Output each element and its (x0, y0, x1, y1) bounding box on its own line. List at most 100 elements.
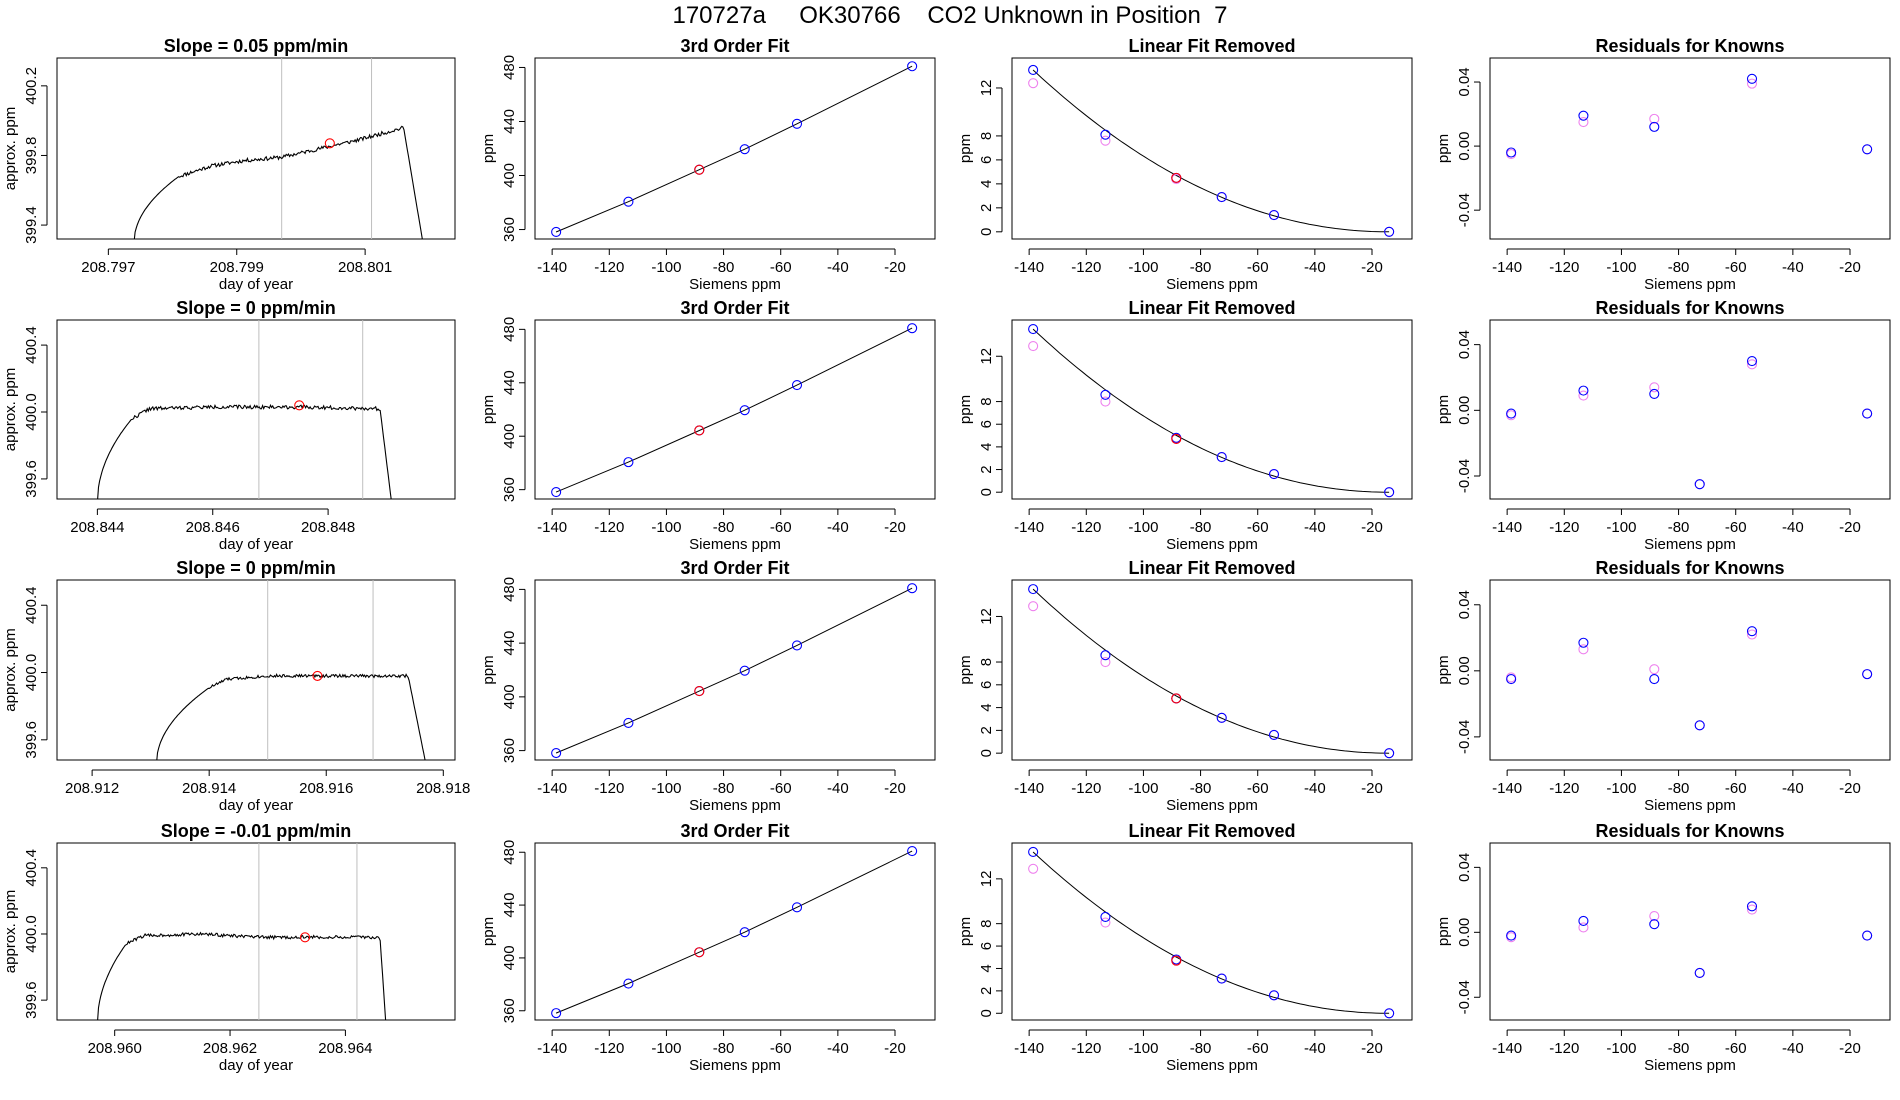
unknown-point (1171, 433, 1182, 445)
x-tick-label: -80 (713, 1040, 735, 1057)
x-tick-label: -20 (1839, 259, 1861, 276)
standard-point-blue (1028, 324, 1039, 335)
x-tick-label: -20 (1361, 780, 1383, 797)
y-axis-label: ppm (1435, 395, 1452, 424)
x-tick-label: -40 (1304, 780, 1326, 797)
residual-point-violet (1578, 117, 1589, 128)
residual-point-blue (1694, 720, 1705, 731)
panel-resid-row-4: Residuals for Knowns -140 -120 -100 -80 -60 -4… (1435, 821, 1891, 1074)
x-tick-label: -20 (1839, 780, 1861, 797)
x-tick-label: -100 (1128, 519, 1158, 536)
x-tick-label: -140 (1492, 259, 1522, 276)
y-tick-label: 12 (978, 80, 995, 97)
plot-area (1028, 584, 1395, 759)
y-tick-label: 12 (978, 608, 995, 625)
y-axis-label: approx. ppm (2, 890, 19, 973)
standard-point (623, 978, 634, 989)
standard-point-blue (1216, 191, 1227, 203)
panel-resid-row-1: Residuals for Knowns -140 -120 -100 -80 -60 -4… (1435, 36, 1891, 293)
panel-slope-row-2: Slope = 0 ppm/min 208.844 208.846 208.848 da… (2, 298, 456, 553)
x-tick-label: 208.964 (318, 1040, 372, 1057)
y-tick-label: 0 (978, 1009, 995, 1017)
x-tick-label: -40 (1304, 1040, 1326, 1057)
analyzer-trace-line (97, 403, 392, 499)
x-tick-label: -140 (1492, 1040, 1522, 1057)
y-tick-label: 400.0 (23, 915, 40, 953)
unknown-point (1171, 955, 1182, 966)
standard-point-blue (1028, 64, 1039, 76)
x-tick-label: -140 (1492, 519, 1522, 536)
x-axis-label: Siemens ppm (689, 276, 781, 293)
plot-area (551, 323, 918, 498)
y-tick-label: 6 (978, 156, 995, 164)
analyzer-trace-line (97, 931, 387, 1020)
residual-point-blue (1694, 479, 1705, 490)
standard-point-violet (1100, 656, 1111, 668)
y-axis-label: ppm (480, 134, 497, 163)
standard-point (739, 144, 750, 155)
x-tick-label: 208.918 (416, 780, 470, 797)
residual-point-blue (1578, 385, 1589, 396)
unknown-point (1171, 693, 1182, 704)
x-tick-label: -60 (1247, 1040, 1269, 1057)
plot-frame (56, 57, 456, 240)
x-tick-label: -40 (1782, 259, 1804, 276)
residual-point-blue (1746, 626, 1758, 637)
standard-point-blue (1268, 729, 1280, 740)
x-tick-label: -120 (1549, 1040, 1579, 1057)
plot-frame (56, 579, 456, 761)
y-tick-label: 400.0 (23, 393, 40, 431)
standard-point (739, 927, 750, 938)
plot-area (551, 61, 918, 238)
x-tick-label: -100 (651, 1040, 681, 1057)
plot-frame (56, 842, 456, 1021)
x-axis-label: Siemens ppm (1166, 797, 1258, 814)
panel-title: Residuals for Knowns (1595, 821, 1784, 841)
standard-point (551, 226, 562, 238)
x-tick-label: 208.799 (210, 259, 264, 276)
standard-point-blue (1384, 226, 1395, 237)
x-tick-label: -60 (1247, 780, 1269, 797)
standard-point-blue (1384, 487, 1395, 498)
y-tick-label: 0.04 (1456, 590, 1473, 619)
panel-slope-row-1: Slope = 0.05 ppm/min 208.797 208.799 208.80… (2, 36, 456, 293)
plot-area (1028, 324, 1395, 498)
y-tick-label: 0.04 (1456, 853, 1473, 882)
x-tick-label: 208.962 (203, 1040, 257, 1057)
y-axis-label: ppm (1435, 134, 1452, 163)
y-tick-label: 12 (978, 348, 995, 365)
plot-frame (1011, 319, 1413, 500)
panel-title: 3rd Order Fit (680, 36, 789, 56)
y-tick-label: 0.04 (1456, 67, 1473, 96)
residual-point-violet (1746, 359, 1758, 370)
standard-point-violet (1028, 341, 1039, 352)
y-tick-label: 400.0 (23, 654, 40, 692)
figure-title: 170727a OK30766 CO2 Unknown in Position … (672, 2, 1228, 29)
x-axis-label: Siemens ppm (1166, 1057, 1258, 1074)
standard-point (791, 118, 803, 129)
x-tick-label: -20 (884, 780, 906, 797)
x-tick-label: -80 (713, 780, 735, 797)
standard-point-blue (1028, 846, 1039, 858)
residual-point-blue (1746, 901, 1758, 912)
x-tick-label: -140 (537, 780, 567, 797)
x-tick-label: -100 (1128, 780, 1158, 797)
fit-curve-line (555, 65, 913, 233)
x-tick-label: 208.960 (88, 1040, 142, 1057)
y-tick-label: 400 (501, 163, 518, 188)
x-tick-label: -100 (1606, 780, 1636, 797)
y-tick-label: 440 (501, 109, 518, 134)
x-axis-label: Siemens ppm (1644, 536, 1736, 553)
y-tick-label: 400 (501, 424, 518, 449)
residual-point-blue (1862, 930, 1873, 941)
residual-curve-line (1032, 588, 1390, 754)
x-tick-label: -140 (537, 1040, 567, 1057)
y-tick-label: 480 (501, 55, 518, 80)
standard-point-blue (1384, 1008, 1395, 1019)
y-tick-label: 400.2 (23, 67, 40, 105)
x-tick-label: -40 (1782, 1040, 1804, 1057)
y-tick-label: 4 (978, 180, 995, 188)
plot-area (97, 320, 392, 499)
y-tick-label: 8 (978, 397, 995, 405)
